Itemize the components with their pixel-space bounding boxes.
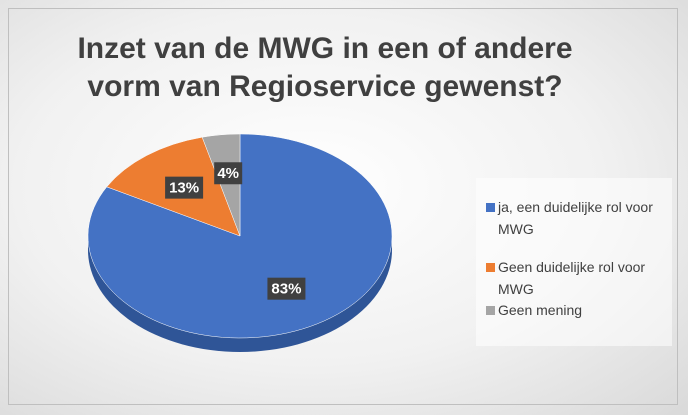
chart-title: Inzet van de MWG in een of andere vorm v… bbox=[77, 32, 573, 103]
legend-item: Geen duidelijke rol voor MWG bbox=[486, 256, 666, 300]
data-label-box bbox=[214, 162, 243, 185]
legend-swatch bbox=[486, 263, 495, 272]
legend-item: Geen mening bbox=[486, 299, 666, 321]
legend-label: Geen duidelijke rol voor MWG bbox=[498, 259, 646, 297]
legend: ja, een duidelijke rol voor MWG Geen duid… bbox=[476, 178, 672, 346]
legend-label: Geen mening bbox=[498, 302, 583, 318]
data-label: 83% bbox=[271, 281, 301, 298]
legend-label: ja, een duidelijke rol voor MWG bbox=[498, 199, 653, 237]
legend-item: ja, een duidelijke rol voor MWG bbox=[486, 196, 666, 240]
legend-swatch bbox=[486, 203, 495, 212]
pie-slice bbox=[201, 133, 241, 237]
chart-border bbox=[8, 8, 678, 405]
data-label-box bbox=[267, 277, 306, 300]
data-label-box bbox=[165, 176, 204, 199]
data-label: 4% bbox=[217, 165, 239, 182]
legend-swatch bbox=[486, 306, 495, 315]
data-label: 13% bbox=[169, 180, 199, 197]
